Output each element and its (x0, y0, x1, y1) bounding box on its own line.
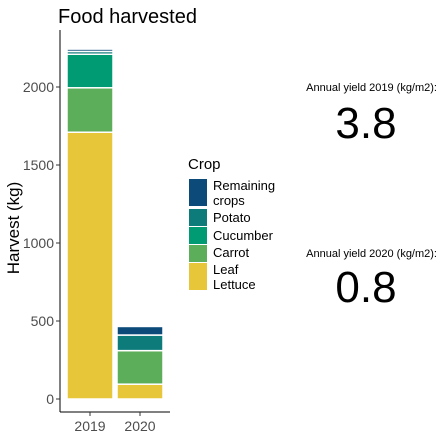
y-axis-title: Harvest (kg) (4, 182, 23, 275)
bar-segment-2020-carrot (116, 349, 164, 385)
y-tick-label: 500 (31, 313, 55, 329)
legend-label: Carrot (213, 245, 250, 260)
annual-yield-2020-label: Annual yield 2020 (kg/m2): (306, 248, 437, 260)
legend-swatch-carrot (189, 245, 207, 262)
legend-label: crops (213, 193, 245, 208)
y-tick-label: 0 (46, 391, 54, 407)
annual-yield-2019-value: 3.8 (335, 99, 396, 148)
legend-swatch-cucumber (189, 227, 207, 244)
bar-segment-2020-potato (116, 334, 164, 352)
annual-yield-2020-value: 0.8 (335, 263, 396, 312)
plot-area (66, 48, 164, 400)
legend-swatch-potato (189, 209, 207, 226)
legend-label: Leaf (213, 262, 239, 277)
legend-swatch-remaining-crops (189, 179, 207, 206)
chart-title: Food harvested (58, 6, 197, 28)
bar-segment-2020-leaf-lettuce (116, 383, 164, 400)
y-tick-label: 2000 (23, 79, 54, 95)
bar-segment-2020-remaining-crops (116, 325, 164, 336)
x-tick-label: 2020 (124, 418, 155, 434)
legend-title: Crop (188, 156, 221, 173)
bar-segment-2019-cucumber (66, 53, 114, 89)
bar-segment-2019-remaining-crops (66, 48, 114, 53)
bar-segment-2019-leaf-lettuce (66, 131, 114, 400)
legend-label: Remaining (213, 178, 275, 193)
legend-label: Lettuce (213, 277, 256, 292)
bar-segment-2019-carrot (66, 87, 114, 133)
legend-label: Cucumber (213, 228, 274, 243)
x-tick-label: 2019 (74, 418, 105, 434)
y-tick-label: 1500 (23, 157, 54, 173)
legend-swatch-leaf-lettuce (189, 263, 207, 290)
yield-annotations: Annual yield 2019 (kg/m2): 3.8 Annual yi… (306, 82, 437, 312)
annual-yield-2019-label: Annual yield 2019 (kg/m2): (306, 82, 437, 94)
legend-label: Potato (213, 210, 251, 225)
y-tick-label: 1000 (23, 235, 54, 251)
